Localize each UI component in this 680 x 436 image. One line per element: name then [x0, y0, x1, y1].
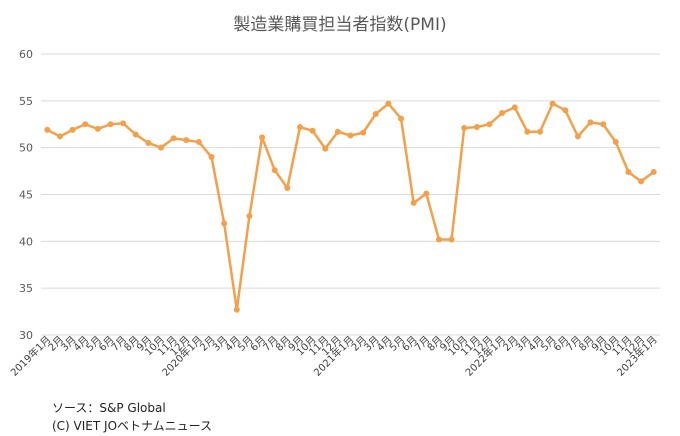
data-point [284, 184, 291, 191]
data-point [360, 129, 367, 136]
data-point [587, 119, 594, 126]
data-point [208, 154, 215, 161]
data-point [195, 139, 202, 146]
data-point [600, 121, 607, 128]
data-point [423, 190, 430, 197]
y-tick-label: 50 [19, 142, 33, 155]
data-point [120, 120, 127, 127]
x-axis-ticks: 2019年1月2月3月4月5月6月7月8月9月10月11月12月2020年1月2… [8, 333, 660, 379]
data-point [132, 131, 139, 138]
chart-title: 製造業購買担当者指数(PMI) [233, 15, 447, 35]
data-point [473, 124, 480, 131]
data-point [385, 100, 392, 107]
data-point [69, 126, 76, 133]
data-point [347, 132, 354, 139]
data-point [372, 110, 379, 117]
data-point [625, 169, 632, 176]
data-point [612, 139, 619, 146]
data-point [296, 124, 303, 131]
gridlines [41, 53, 660, 336]
copyright-label: (C) VIET JOベトナムニュース [52, 419, 213, 433]
y-tick-label: 45 [19, 189, 33, 202]
data-point [246, 213, 253, 220]
data-point [486, 121, 493, 128]
data-point [524, 128, 531, 135]
data-point [448, 236, 455, 243]
data-point [56, 133, 63, 140]
data-point [435, 236, 442, 243]
data-point [94, 125, 101, 132]
data-point [322, 145, 329, 152]
data-point [145, 139, 152, 146]
series-pmi [44, 100, 657, 313]
data-point [221, 220, 228, 227]
y-tick-label: 60 [19, 48, 33, 61]
data-point [650, 169, 657, 176]
data-point [574, 133, 581, 140]
data-point [44, 126, 51, 133]
data-point [562, 107, 569, 114]
source-label: ソース：S&P Global [52, 401, 166, 415]
data-point [271, 167, 278, 174]
y-tick-label: 30 [19, 329, 33, 342]
data-point [461, 124, 468, 131]
data-point [334, 128, 341, 135]
data-point [536, 128, 543, 135]
y-tick-label: 40 [19, 235, 33, 248]
y-axis-ticks: 30 35 40 45 50 55 60 [19, 48, 33, 342]
data-point [511, 104, 518, 111]
data-point [638, 178, 645, 185]
y-tick-label: 35 [19, 282, 33, 295]
data-point [499, 110, 506, 117]
data-point [82, 121, 89, 128]
data-point [309, 127, 316, 134]
data-point [183, 137, 190, 144]
data-point [170, 135, 177, 142]
data-point [158, 144, 165, 151]
data-point [398, 115, 405, 122]
data-point [259, 134, 266, 141]
data-point [107, 121, 114, 128]
y-tick-label: 55 [19, 95, 33, 108]
data-point [549, 100, 556, 107]
data-point [233, 306, 240, 313]
data-point [410, 199, 417, 206]
